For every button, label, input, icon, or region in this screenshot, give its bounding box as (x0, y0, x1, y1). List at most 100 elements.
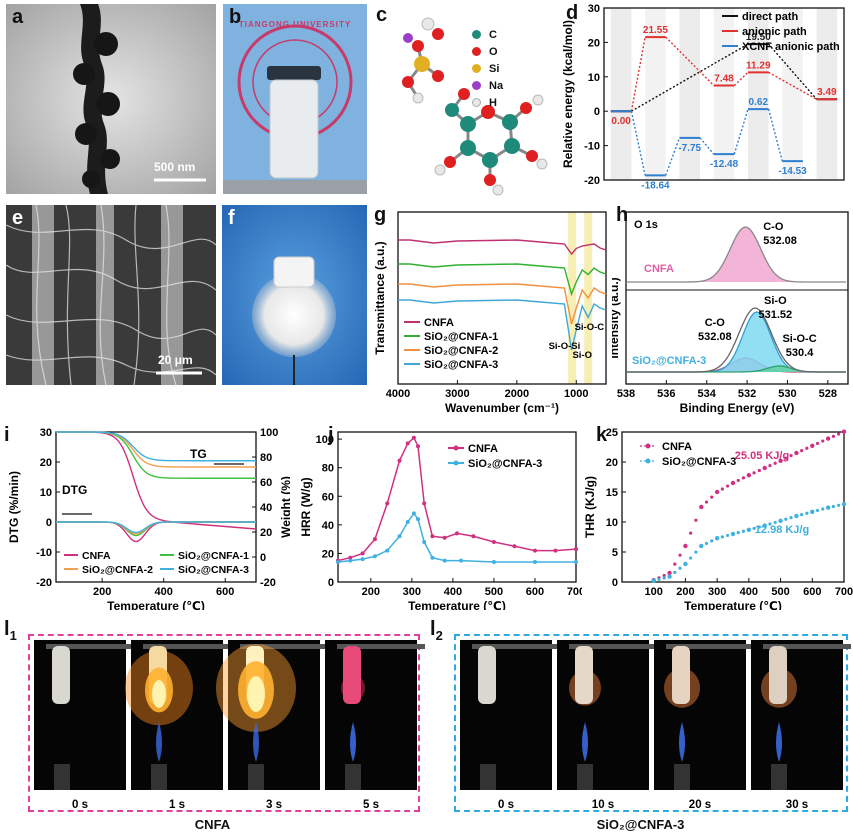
energy-connector-0 (631, 43, 749, 112)
frame-time-label: 10 s (592, 799, 614, 811)
legend-c-text: C (489, 28, 497, 41)
ftir-svg: 4000 3000 2000 1000 Wavenumber (cm⁻¹) Transmi… (373, 211, 607, 415)
energy-connector-2 (733, 108, 749, 155)
molecule-graphic (402, 17, 548, 196)
thr-point-1 (757, 525, 761, 529)
x-tick-label: 400 (740, 586, 758, 598)
burner (577, 764, 593, 790)
x-tick-label: 528 (819, 388, 837, 400)
element-legend: C O Si Na H (472, 26, 503, 111)
y-tick-label: 20 (606, 457, 618, 469)
atom-o-icon (472, 47, 481, 56)
hrr-point-1 (336, 560, 340, 564)
thr-point-1 (794, 513, 799, 519)
x-tick-label: 200 (362, 586, 380, 598)
hrr-point-1 (360, 557, 365, 562)
atom-c-icon (472, 30, 481, 39)
thr-point-0 (837, 432, 841, 436)
x-tick-label: 530 (778, 388, 796, 400)
legend-label: SiO₂@CNFA-3 (468, 458, 542, 470)
hrr-point-0 (416, 444, 421, 449)
y-tick-label: 30 (588, 3, 600, 15)
panel-b-photo: TIANGONG UNIVERSITY b (223, 4, 367, 194)
hrr-point-1 (574, 560, 578, 564)
panel-k-thr-chart: k 100 200 300 400 500 600 700 0 5 10 15 20 25 Tempera… (578, 420, 853, 613)
energy-value-label: 7.48 (714, 73, 734, 84)
tem-fiber-graphic (6, 4, 216, 194)
y-tick-label: 0 (612, 577, 618, 589)
thr-point-0 (673, 562, 677, 566)
panel-g-ftir-chart: g 4000 3000 2000 1000 Wavenumber (cm⁻¹) Trans… (372, 202, 612, 417)
energy-value-label: -7.75 (678, 143, 701, 154)
dtg-line-2 (56, 521, 256, 535)
thr-point-1 (768, 522, 772, 526)
burner-flame (679, 722, 685, 762)
frame-time-label: 3 s (266, 799, 282, 811)
legend-label: CNFA (662, 441, 692, 453)
burn-frame (325, 640, 425, 790)
plot-frame (625, 211, 849, 385)
stage-band (748, 8, 769, 180)
burner-flame (156, 722, 162, 762)
hrr-point-1 (397, 534, 402, 539)
highlight-band (568, 212, 577, 384)
hrr-point-0 (574, 547, 578, 552)
plot-frame (337, 431, 577, 583)
legend-marker (453, 460, 459, 466)
thr-point-1 (784, 517, 788, 521)
hrr-point-0 (455, 531, 459, 536)
x-tick-label: 200 (676, 586, 694, 598)
thr-point-1 (736, 531, 740, 535)
stage-band (816, 8, 838, 180)
frame-bg (34, 640, 126, 790)
frame-time-label: 0 s (498, 799, 514, 811)
panel-i-tg-chart: i 200 400 600 -20 -10 0 10 20 30 -20 0 20 40 60 80 100 T… (0, 420, 293, 613)
y-tick-label: 0 (594, 106, 600, 118)
thr-point-0 (768, 464, 772, 468)
y-tick-label: 60 (322, 491, 334, 503)
hrr-point-1 (411, 511, 416, 516)
dtg-label: DTG (62, 483, 87, 497)
thr-point-0 (704, 500, 709, 504)
tg-line-2 (55, 431, 256, 468)
y-tick-label: 40 (322, 520, 334, 532)
holder-rod (337, 644, 425, 649)
thr-point-1 (778, 518, 783, 523)
hrr-point-1 (385, 548, 390, 553)
burner-flame (253, 722, 259, 762)
burner (151, 764, 167, 790)
flame-core (247, 676, 265, 712)
x-tick-label: 600 (216, 586, 234, 598)
flame-core (152, 680, 166, 708)
y-tick-label: 0 (328, 577, 334, 589)
hrr-point-0 (385, 501, 390, 506)
energy-value-label: 0.62 (749, 97, 769, 108)
frame-bg (460, 640, 552, 790)
x-tick-label: 300 (403, 586, 421, 598)
thr-point-0 (841, 429, 847, 434)
energy-connector-1 (665, 36, 715, 86)
atom-si-icon (472, 64, 481, 73)
thr-point-0 (815, 441, 820, 446)
frame-bg (325, 640, 417, 790)
holder-rod (240, 644, 328, 649)
panel-g-label: g (374, 204, 387, 226)
energy-value-label: 21.55 (643, 25, 668, 36)
legend-row-na: Na (472, 77, 503, 94)
hrr-point-0 (405, 441, 410, 446)
sample (575, 646, 593, 704)
y-axis-label: Transmittance (a.u.) (373, 241, 387, 354)
energy-value-label: -14.53 (778, 166, 807, 177)
energy-connector-1 (733, 71, 749, 86)
energy-connector-2 (767, 108, 783, 162)
burner (674, 764, 690, 790)
frame-time-label: 0 s (72, 799, 88, 811)
ftir-line-2 (398, 283, 607, 325)
legend-label: SiO₂@CNFA-3 (178, 564, 249, 576)
hrr-point-0 (360, 551, 365, 556)
hrr-point-1 (348, 558, 353, 563)
frame-time-label: 5 s (363, 799, 379, 811)
hrr-point-1 (491, 560, 496, 564)
energy-connector-2 (699, 137, 715, 155)
thr-point-0 (831, 434, 835, 438)
